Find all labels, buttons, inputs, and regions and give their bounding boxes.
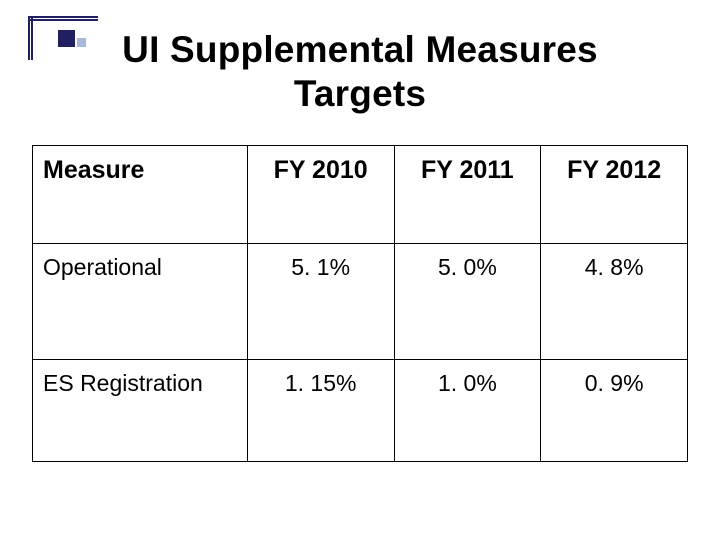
decoration-line [31, 16, 33, 60]
corner-decoration [28, 16, 118, 64]
title-line-2: Targets [294, 73, 426, 114]
decoration-line [28, 16, 98, 18]
table-row: ES Registration 1. 15% 1. 0% 0. 9% [33, 360, 688, 462]
table-header-row: Measure FY 2010 FY 2011 FY 2012 [33, 146, 688, 244]
table-row: Operational 5. 1% 5. 0% 4. 8% [33, 244, 688, 360]
cell-measure: Operational [33, 244, 248, 360]
decoration-square-small [77, 38, 86, 47]
cell-fy2010: 5. 1% [247, 244, 394, 360]
col-header-fy2010: FY 2010 [247, 146, 394, 244]
cell-fy2010: 1. 15% [247, 360, 394, 462]
decoration-line [28, 16, 30, 60]
cell-fy2012: 0. 9% [541, 360, 688, 462]
title-line-1: UI Supplemental Measures [122, 29, 598, 70]
cell-measure: ES Registration [33, 360, 248, 462]
col-header-fy2012: FY 2012 [541, 146, 688, 244]
cell-fy2011: 5. 0% [394, 244, 541, 360]
decoration-square-large [58, 30, 75, 47]
col-header-fy2011: FY 2011 [394, 146, 541, 244]
col-header-measure: Measure [33, 146, 248, 244]
decoration-line [28, 19, 98, 21]
measures-table: Measure FY 2010 FY 2011 FY 2012 Operatio… [32, 145, 688, 462]
cell-fy2012: 4. 8% [541, 244, 688, 360]
cell-fy2011: 1. 0% [394, 360, 541, 462]
